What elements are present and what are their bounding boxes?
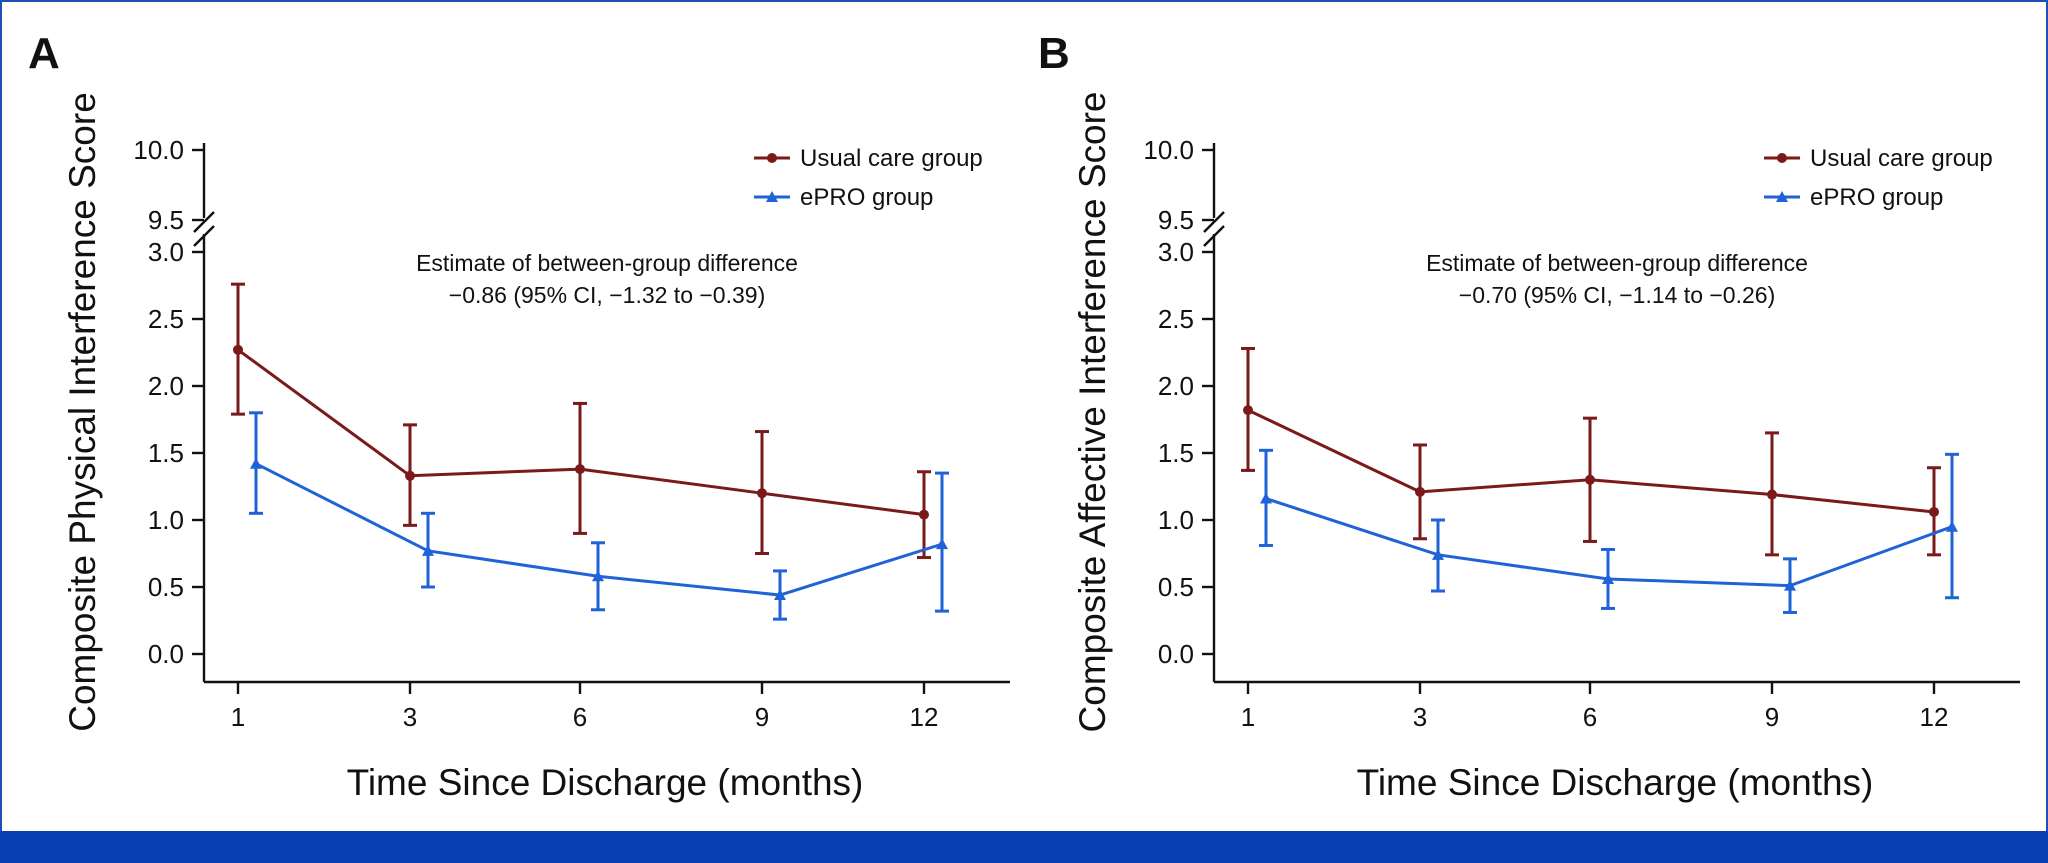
y-tick-label: 9.5 <box>148 205 184 235</box>
y-tick-label: 3.0 <box>1158 237 1194 267</box>
difference-annotation: Estimate of between-group difference <box>416 250 798 276</box>
data-point <box>1946 520 1958 532</box>
data-point <box>919 509 929 520</box>
y-axis-label: Composite Physical Interference Score <box>62 92 103 732</box>
data-point <box>250 457 262 469</box>
legend-marker <box>1777 153 1787 163</box>
y-tick-label: 1.0 <box>148 505 184 535</box>
data-point <box>1432 548 1444 560</box>
bottom-banner <box>0 831 2048 863</box>
x-axis-label: Time Since Discharge (months) <box>347 762 864 803</box>
data-point <box>1243 405 1253 416</box>
legend-marker <box>767 153 777 163</box>
y-tick-label: 0.0 <box>148 639 184 669</box>
y-tick-label: 2.0 <box>148 371 184 401</box>
x-tick-label: 12 <box>910 702 939 732</box>
axis-break-mark <box>193 211 215 247</box>
difference-annotation: −0.86 (95% CI, −1.32 to −0.39) <box>449 282 765 308</box>
y-tick-label: 9.5 <box>1158 205 1194 235</box>
x-tick-label: 9 <box>1765 702 1779 732</box>
difference-annotation: Estimate of between-group difference <box>1426 250 1808 276</box>
x-tick-label: 9 <box>755 702 769 732</box>
difference-annotation: −0.70 (95% CI, −1.14 to −0.26) <box>1459 282 1775 308</box>
y-tick-label: 1.5 <box>148 438 184 468</box>
figure-frame <box>0 0 2048 831</box>
legend-marker <box>1776 191 1788 202</box>
x-tick-label: 1 <box>231 702 245 732</box>
legend-label: ePRO group <box>1810 184 1943 211</box>
panel-label: B <box>1038 29 1070 78</box>
y-tick-label: 3.0 <box>148 237 184 267</box>
data-point <box>405 470 415 481</box>
y-tick-label: 10.0 <box>133 135 184 165</box>
panel-label: A <box>28 29 60 78</box>
y-tick-label: 1.5 <box>1158 438 1194 468</box>
data-point <box>422 544 434 556</box>
data-point <box>1602 572 1614 584</box>
y-tick-label: 0.5 <box>1158 572 1194 602</box>
x-tick-label: 12 <box>1920 702 1949 732</box>
data-point <box>936 538 948 550</box>
legend-label: ePRO group <box>800 184 933 211</box>
data-point <box>233 344 243 355</box>
data-point <box>1784 579 1796 591</box>
y-tick-label: 0.5 <box>148 572 184 602</box>
y-tick-label: 2.0 <box>1158 371 1194 401</box>
data-point <box>1767 489 1777 500</box>
x-axis-label: Time Since Discharge (months) <box>1357 762 1874 803</box>
data-point <box>1260 492 1272 504</box>
data-point <box>575 464 585 475</box>
y-tick-label: 2.5 <box>148 304 184 334</box>
x-tick-label: 6 <box>1583 702 1597 732</box>
data-point <box>1415 486 1425 497</box>
legend-marker <box>766 191 778 202</box>
legend-label: Usual care group <box>800 145 983 172</box>
x-tick-label: 3 <box>1413 702 1427 732</box>
data-point <box>592 570 604 582</box>
y-tick-label: 2.5 <box>1158 304 1194 334</box>
data-point <box>757 488 767 499</box>
data-point <box>1585 474 1595 485</box>
legend-label: Usual care group <box>1810 145 1993 172</box>
y-tick-label: 0.0 <box>1158 639 1194 669</box>
data-point <box>1929 506 1939 517</box>
y-tick-label: 10.0 <box>1143 135 1194 165</box>
x-tick-label: 3 <box>403 702 417 732</box>
y-tick-label: 1.0 <box>1158 505 1194 535</box>
data-point <box>774 589 786 601</box>
y-axis-label: Composite Affective Interference Score <box>1072 92 1113 733</box>
x-tick-label: 6 <box>573 702 587 732</box>
axis-break-mark <box>1203 211 1225 247</box>
x-tick-label: 1 <box>1241 702 1255 732</box>
